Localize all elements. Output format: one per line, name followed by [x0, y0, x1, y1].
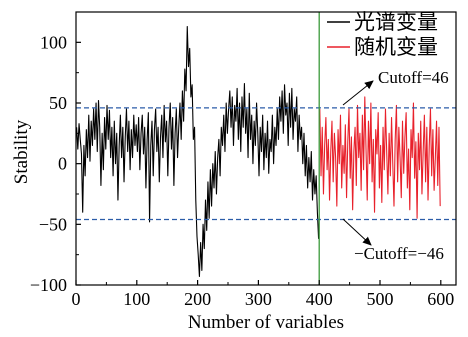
legend-item-spectral: 光谱变量 — [327, 10, 438, 34]
x-axis-label: Number of variables — [188, 312, 344, 333]
y-tick-label-4: 100 — [40, 32, 67, 52]
annotation-text-lower: −Cutoff=−46 — [354, 244, 444, 263]
axis-tick-labels: 0 100 200 300 400 500 600 −100 −50 0 50 100 — [30, 32, 454, 309]
x-tick-label-0: 0 — [72, 289, 81, 309]
legend-label-random: 随机变量 — [354, 35, 438, 59]
reference-lines — [76, 12, 456, 285]
axis-ticks — [75, 41, 442, 286]
y-tick-label-3: 50 — [49, 93, 67, 113]
x-tick-label-2: 200 — [184, 289, 211, 309]
y-tick-label-0: −100 — [30, 275, 67, 295]
annotation-text-upper: Cutoff=46 — [378, 68, 449, 87]
x-tick-label-1: 100 — [123, 289, 150, 309]
y-axis-label: Stability — [11, 119, 32, 184]
legend-item-random: 随机变量 — [327, 35, 438, 59]
series-line-2 — [319, 96, 441, 219]
y-tick-label-2: 0 — [58, 154, 67, 174]
x-tick-label-3: 300 — [245, 289, 272, 309]
x-tick-label-6: 600 — [427, 289, 454, 309]
plot-frame — [75, 11, 457, 286]
legend-label-spectral: 光谱变量 — [354, 10, 438, 34]
annotation-cutoff-lower: −Cutoff=−46 — [342, 218, 444, 263]
annotation-cutoff-upper: Cutoff=46 — [342, 68, 449, 106]
series-line-1 — [76, 26, 320, 278]
annotation-arrow-lower — [342, 218, 372, 246]
annotation-arrow-upper — [342, 80, 374, 106]
x-tick-label-5: 500 — [367, 289, 394, 309]
legend: 光谱变量 随机变量 — [327, 10, 438, 59]
x-tick-label-4: 400 — [306, 289, 333, 309]
y-tick-label-1: −50 — [39, 214, 67, 234]
series-layer — [76, 26, 441, 278]
